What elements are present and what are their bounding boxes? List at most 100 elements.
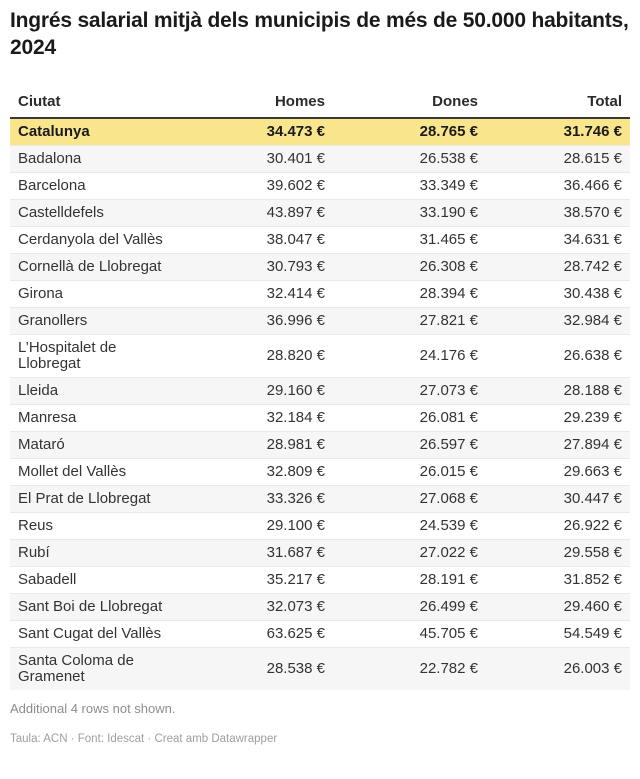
dones-cell: 26.597 € xyxy=(419,436,478,453)
table-row: Mollet del Vallès 32.809 € 26.015 € 29.663 … xyxy=(10,458,630,486)
city-cell: Mataró xyxy=(18,436,65,453)
city-cell: Granollers xyxy=(18,312,88,329)
salary-table: Ciutat Homes Dones Total Catalunya 34.473… xyxy=(10,86,630,690)
total-cell: 54.549 € xyxy=(563,625,622,642)
homes-cell: 32.184 € xyxy=(266,409,325,426)
dones-cell: 22.782 € xyxy=(419,660,478,677)
homes-cell: 28.820 € xyxy=(266,347,325,364)
city-cell: Castelldefels xyxy=(18,204,104,221)
dones-cell: 24.176 € xyxy=(419,347,478,364)
dones-cell: 28.394 € xyxy=(419,285,478,302)
table-row: Sant Boi de Llobregat 32.073 € 26.499 € 29.… xyxy=(10,593,630,621)
dones-cell: 31.465 € xyxy=(419,231,478,248)
homes-cell: 32.809 € xyxy=(266,463,325,480)
city-cell: Cerdanyola del Vallès xyxy=(18,231,163,248)
datawrapper-table-page: Ingrés salarial mitjà dels municipis de … xyxy=(10,9,630,745)
total-cell: 38.570 € xyxy=(563,204,622,221)
column-header-total: Total xyxy=(486,86,630,119)
table-row: Santa Coloma de Gramenet 28.538 € 22.782 €… xyxy=(10,647,630,690)
table-row: Girona 32.414 € 28.394 € 30.438 € xyxy=(10,280,630,308)
total-cell: 31.746 € xyxy=(563,123,622,140)
homes-cell: 36.996 € xyxy=(266,312,325,329)
more-rows-note: Additional 4 rows not shown. xyxy=(10,701,176,716)
dones-cell: 27.821 € xyxy=(419,312,478,329)
city-cell: Barcelona xyxy=(18,177,86,194)
homes-cell: 29.160 € xyxy=(266,382,325,399)
dones-cell: 26.015 € xyxy=(419,463,478,480)
table-row: L’Hospitalet de Llobregat 28.820 € 24.176 … xyxy=(10,334,630,378)
column-header-ciutat: Ciutat xyxy=(10,86,185,119)
homes-cell: 33.326 € xyxy=(266,490,325,507)
homes-cell: 30.401 € xyxy=(266,150,325,167)
chart-title: Ingrés salarial mitjà dels municipis de … xyxy=(10,9,629,59)
attribution: Taula: ACN · Font: Idescat · Creat amb D… xyxy=(10,733,278,745)
column-header-homes: Homes xyxy=(185,86,333,119)
table-row: Castelldefels 43.897 € 33.190 € 38.570 € xyxy=(10,199,630,227)
total-cell: 30.447 € xyxy=(563,490,622,507)
table-row: Cornellà de Llobregat 30.793 € 26.308 € 28.… xyxy=(10,253,630,281)
city-cell: Badalona xyxy=(18,150,82,167)
dones-cell: 26.538 € xyxy=(419,150,478,167)
total-cell: 30.438 € xyxy=(563,285,622,302)
table-row: Granollers 36.996 € 27.821 € 32.984 € xyxy=(10,307,630,335)
table-row: Manresa 32.184 € 26.081 € 29.239 € xyxy=(10,404,630,432)
table-row: Mataró 28.981 € 26.597 € 27.894 € xyxy=(10,431,630,459)
dones-cell: 27.073 € xyxy=(419,382,478,399)
table-row: Reus 29.100 € 24.539 € 26.922 € xyxy=(10,512,630,540)
homes-cell: 28.981 € xyxy=(266,436,325,453)
dones-cell: 33.349 € xyxy=(419,177,478,194)
total-cell: 26.003 € xyxy=(563,660,622,677)
homes-cell: 32.414 € xyxy=(266,285,325,302)
homes-cell: 30.793 € xyxy=(266,258,325,275)
homes-cell: 43.897 € xyxy=(266,204,325,221)
city-cell: Santa Coloma de Gramenet xyxy=(18,652,134,685)
total-cell: 28.188 € xyxy=(563,382,622,399)
homes-cell: 34.473 € xyxy=(266,123,325,140)
total-cell: 28.742 € xyxy=(563,258,622,275)
total-cell: 29.239 € xyxy=(563,409,622,426)
dones-cell: 26.308 € xyxy=(419,258,478,275)
city-cell: Mollet del Vallès xyxy=(18,463,127,480)
dones-cell: 27.068 € xyxy=(419,490,478,507)
city-cell: Lleida xyxy=(18,382,59,399)
city-cell: L’Hospitalet de Llobregat xyxy=(18,339,117,372)
table-header: Ciutat Homes Dones Total xyxy=(10,86,630,119)
dones-cell: 24.539 € xyxy=(419,517,478,534)
table-row: Sant Cugat del Vallès 63.625 € 45.705 € 54.… xyxy=(10,620,630,648)
city-cell: Sant Cugat del Vallès xyxy=(18,625,162,642)
city-cell: Rubí xyxy=(18,544,50,561)
total-cell: 34.631 € xyxy=(563,231,622,248)
dones-cell: 33.190 € xyxy=(419,204,478,221)
total-cell: 27.894 € xyxy=(563,436,622,453)
column-header-dones: Dones xyxy=(333,86,486,119)
dones-cell: 26.499 € xyxy=(419,598,478,615)
total-cell: 32.984 € xyxy=(563,312,622,329)
total-cell: 26.638 € xyxy=(563,347,622,364)
table-row: Barcelona 39.602 € 33.349 € 36.466 € xyxy=(10,172,630,200)
total-cell: 29.460 € xyxy=(563,598,622,615)
city-cell: Catalunya xyxy=(18,123,90,140)
homes-cell: 63.625 € xyxy=(266,625,325,642)
dones-cell: 28.765 € xyxy=(419,123,478,140)
table-row: Sabadell 35.217 € 28.191 € 31.852 € xyxy=(10,566,630,594)
table-row: Badalona 30.401 € 26.538 € 28.615 € xyxy=(10,145,630,173)
city-cell: Sant Boi de Llobregat xyxy=(18,598,163,615)
total-cell: 29.558 € xyxy=(563,544,622,561)
dones-cell: 26.081 € xyxy=(419,409,478,426)
homes-cell: 38.047 € xyxy=(266,231,325,248)
dones-cell: 27.022 € xyxy=(419,544,478,561)
table-row: Catalunya 34.473 € 28.765 € 31.746 € xyxy=(10,118,630,146)
header-row: Ciutat Homes Dones Total xyxy=(10,86,630,119)
city-cell: Girona xyxy=(18,285,64,302)
dones-cell: 28.191 € xyxy=(419,571,478,588)
city-cell: Manresa xyxy=(18,409,77,426)
homes-cell: 32.073 € xyxy=(266,598,325,615)
homes-cell: 28.538 € xyxy=(266,660,325,677)
total-cell: 28.615 € xyxy=(563,150,622,167)
table-row: Rubí 31.687 € 27.022 € 29.558 € xyxy=(10,539,630,567)
table-body: Catalunya 34.473 € 28.765 € 31.746 € Badalon… xyxy=(10,118,630,690)
total-cell: 36.466 € xyxy=(563,177,622,194)
city-cell: El Prat de Llobregat xyxy=(18,490,151,507)
table-row: El Prat de Llobregat 33.326 € 27.068 € 30.4… xyxy=(10,485,630,513)
table-row: Cerdanyola del Vallès 38.047 € 31.465 € 34.… xyxy=(10,226,630,254)
